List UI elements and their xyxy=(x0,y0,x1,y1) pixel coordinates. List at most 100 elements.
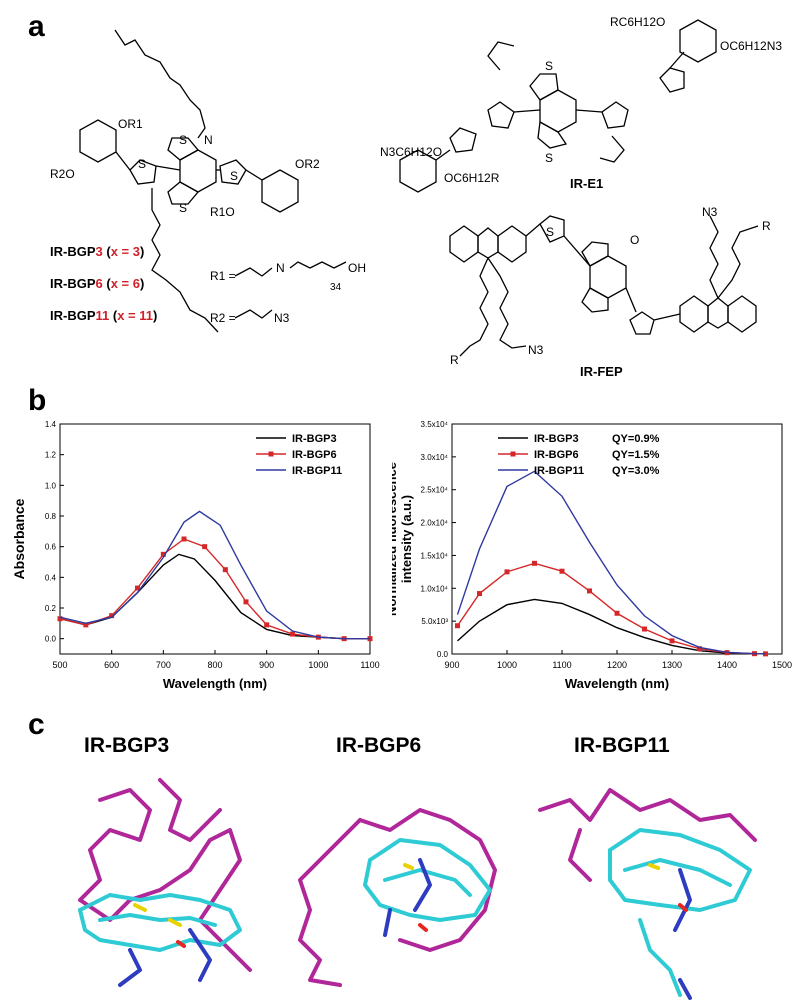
data-point xyxy=(57,616,63,622)
e1-atom-oc6h12n3: OC6H12N3 xyxy=(720,39,782,53)
x-axis-label: Wavelength (nm) xyxy=(565,676,669,691)
panel-letter-b: b xyxy=(28,384,47,417)
fep-atom-n3-top: N3 xyxy=(702,205,718,219)
model-ir-bgp3-drawing xyxy=(78,778,252,987)
y-tick-label: 1.0x10⁴ xyxy=(421,584,449,593)
y-tick-label: 1.0 xyxy=(45,481,57,490)
legend-marker xyxy=(268,451,274,457)
ir-e1-structure: S S RC6H12O OC6H12N3 N3C6H12O OC6H12R IR… xyxy=(380,10,782,193)
model-ir-bgp6-drawing xyxy=(298,808,497,987)
fep-atom-n3-bottom: N3 xyxy=(528,343,544,357)
ir-bgp3-label: IR-BGP3 (x = 3) xyxy=(50,244,144,259)
y-tick-label: 0.2 xyxy=(45,604,57,613)
data-point xyxy=(264,622,270,628)
data-point xyxy=(160,551,166,557)
legend-qy: QY=0.9% xyxy=(612,433,660,445)
y-tick-label: 0.0 xyxy=(45,635,57,644)
y-tick-label: 3.0x10⁴ xyxy=(421,453,449,462)
atom-or1: OR1 xyxy=(118,117,143,131)
y-tick-label: 0.0 xyxy=(437,650,449,659)
y-axis-label-line1: Normalized fluorescence xyxy=(392,462,399,616)
y-tick-label: 0.4 xyxy=(45,573,57,582)
legend-qy: QY=1.5% xyxy=(612,449,660,461)
x-tick-label: 1300 xyxy=(662,660,682,670)
data-point xyxy=(642,626,647,632)
model-ir-bgp6 xyxy=(280,770,530,1000)
ir-fep-structure-drawing: N3 R R N3 S O IR-FEP xyxy=(449,205,771,379)
e1-atom-s-bottom: S xyxy=(545,151,553,165)
x-tick-label: 500 xyxy=(52,660,67,670)
series-line-ir-bgp6 xyxy=(59,538,370,640)
legend-marker xyxy=(510,451,516,457)
data-point xyxy=(109,613,115,619)
x-tick-label: 900 xyxy=(259,660,274,670)
data-point xyxy=(290,631,295,637)
panel-letter-a: a xyxy=(28,10,45,43)
x-tick-label: 600 xyxy=(104,660,119,670)
r2-definition: R2 = xyxy=(210,311,236,325)
series-line-ir-bgp3 xyxy=(59,553,370,640)
x-tick-label: 1100 xyxy=(360,660,379,670)
ir-bgp6-label: IR-BGP6 (x = 6) xyxy=(50,276,144,291)
model-title-ir-bgp3: IR-BGP3 xyxy=(84,734,170,757)
absorbance-chart: 500 600 700 800 900 1000 1100 0.0 0.2 0.4 0.6 0.8 1.… xyxy=(0,416,390,706)
data-point xyxy=(504,569,510,575)
fep-atom-r-top: R xyxy=(762,219,771,233)
fep-atom-s: S xyxy=(546,225,554,239)
atom-r2o: R2O xyxy=(50,167,75,181)
data-point xyxy=(202,544,208,550)
e1-atom-oc6h12r: OC6H12R xyxy=(444,171,500,185)
legend-qy: QY=3.0% xyxy=(612,465,660,477)
fluorescence-chart: 900 1000 1100 1200 1300 1400 1500 0.0 5.0x10³ 1.0… xyxy=(384,416,797,706)
atom-s-left-thiophene: S xyxy=(138,157,146,171)
y-tick-label: 3.5x10⁴ xyxy=(421,420,449,429)
series-line-ir-bgp11 xyxy=(456,470,766,655)
y-tick-label: 1.4 xyxy=(45,420,57,429)
r1-definition: R1 = xyxy=(210,269,236,283)
r1-triazole-n: N xyxy=(276,261,285,275)
y-axis-label: Absorbance xyxy=(11,498,27,579)
x-tick-label: 1100 xyxy=(552,660,571,670)
y-tick-label: 0.8 xyxy=(45,512,57,521)
ir-bgp-structure: S N S S S OR1 R2O OR2 R1O IR-BGP3 (x = 3… xyxy=(40,10,440,340)
panel-letter-c: c xyxy=(28,708,45,741)
data-point xyxy=(763,651,768,657)
legend-label: IR-BGP11 xyxy=(534,465,584,477)
x-tick-label: 1200 xyxy=(607,660,627,670)
legend-label: IR-BGP11 xyxy=(292,465,342,477)
atom-n-top: N xyxy=(204,133,213,147)
absorbance-chart-svg: 500 600 700 800 900 1000 1100 0.0 0.2 0.4 0.6 0.8 1.… xyxy=(11,420,380,691)
ir-bgp11-label: IR-BGP11 (x = 11) xyxy=(50,308,157,323)
atom-s-top: S xyxy=(179,133,187,147)
e1-atom-s-top: S xyxy=(545,59,553,73)
atom-r1o: R1O xyxy=(210,205,235,219)
x-tick-label: 1400 xyxy=(717,660,737,670)
fep-atom-r-bottom: R xyxy=(450,353,459,367)
y-tick-label: 2.5x10⁴ xyxy=(421,486,449,495)
legend-label: IR-BGP6 xyxy=(292,449,337,461)
data-point xyxy=(477,591,482,597)
data-point xyxy=(243,599,249,605)
model-title-ir-bgp11: IR-BGP11 xyxy=(574,734,670,757)
ir-fep-label: IR-FEP xyxy=(580,364,623,379)
series-line-ir-bgp3 xyxy=(457,598,766,655)
data-point xyxy=(222,567,228,573)
ir-bgp-structure-drawing: S N S S S OR1 R2O OR2 R1O IR-BGP3 (x = 3… xyxy=(50,29,366,333)
r1-repeat-count: 34 xyxy=(330,282,342,293)
r2-terminal: N3 xyxy=(274,311,290,325)
model-ir-bgp11 xyxy=(530,770,780,1002)
y-axis-label-line2: intensity (a.u.) xyxy=(399,495,414,583)
x-tick-label: 1000 xyxy=(308,660,328,670)
e1-atom-n3c6h12o: N3C6H12O xyxy=(380,145,442,159)
legend-label: IR-BGP3 xyxy=(292,433,337,445)
data-point xyxy=(559,568,565,574)
ir-fep-structure: N3 R R N3 S O IR-FEP xyxy=(440,196,790,386)
data-point xyxy=(697,646,702,652)
x-axis-label: Wavelength (nm) xyxy=(163,676,267,691)
data-point xyxy=(455,623,460,629)
x-tick-label: 1000 xyxy=(497,660,517,670)
data-point xyxy=(587,588,592,594)
data-point xyxy=(181,536,187,542)
data-point xyxy=(83,622,89,628)
legend-label: IR-BGP6 xyxy=(534,449,579,461)
